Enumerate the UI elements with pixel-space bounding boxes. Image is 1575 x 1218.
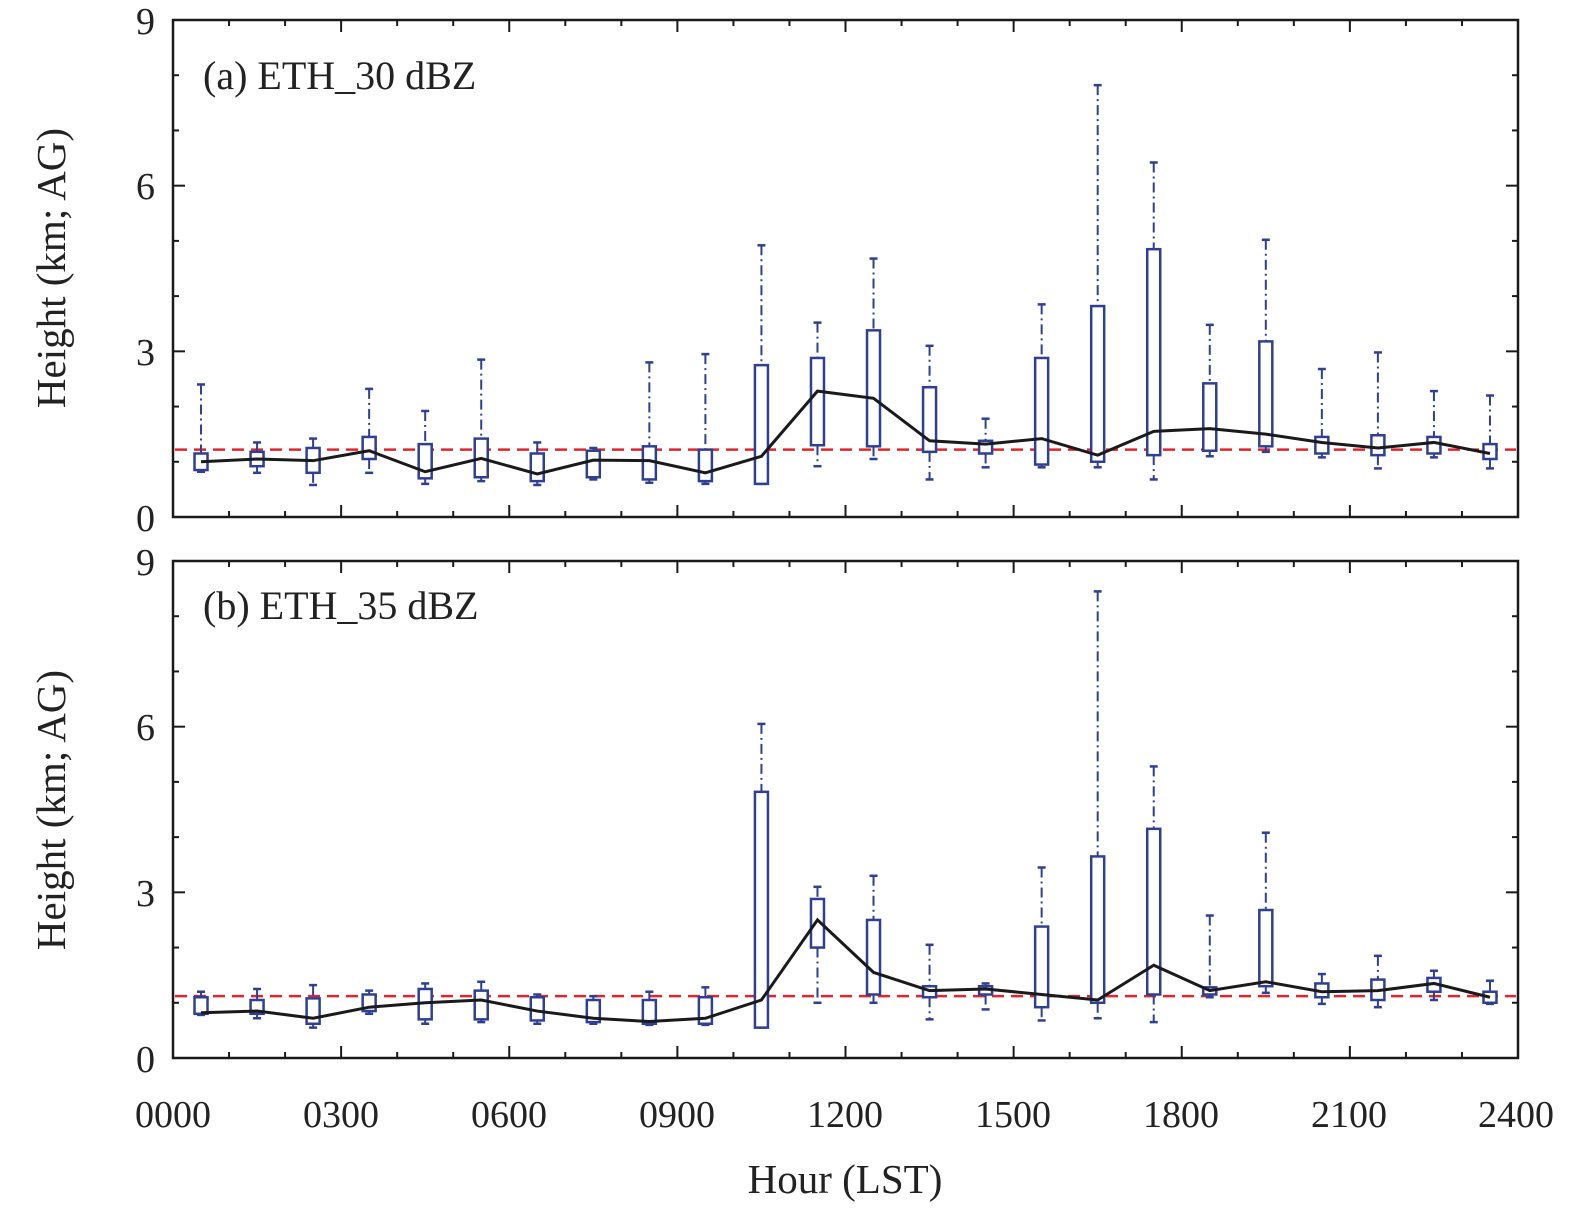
panel-a-ytick-label-0: 0 xyxy=(136,498,155,540)
x-tick-label-1800: 1800 xyxy=(1143,1094,1219,1136)
panel-b-box-21 xyxy=(1314,972,1330,1006)
panel-a-box-12 xyxy=(809,321,826,468)
panel-b-iqr-box xyxy=(865,918,882,996)
panel-b-boxes xyxy=(193,590,1498,1029)
x-tick-label-0300: 0300 xyxy=(303,1094,379,1136)
panel-a-iqr-box xyxy=(809,356,826,447)
panel-b-box-9 xyxy=(641,990,658,1027)
panel-a-box-16 xyxy=(1033,303,1050,469)
panel-a-ytick-label-3: 3 xyxy=(136,332,155,374)
panel-a-box-9 xyxy=(641,361,658,485)
panel-b-box-8 xyxy=(585,994,602,1026)
panel-a-box-11 xyxy=(753,244,770,486)
x-tick-label-1500: 1500 xyxy=(975,1094,1051,1136)
panel-b-iqr-box xyxy=(193,996,209,1016)
x-tick-label-0600: 0600 xyxy=(471,1094,547,1136)
x-tick-label-1200: 1200 xyxy=(807,1094,883,1136)
panel-b-box-2 xyxy=(249,987,265,1020)
panel-a-iqr-box xyxy=(1202,382,1218,452)
panel-a-iqr-box xyxy=(1145,247,1162,457)
panel-a-box-14 xyxy=(921,344,938,481)
panel-a-box-24 xyxy=(1482,394,1498,470)
panel-a-iqr-box xyxy=(585,449,602,479)
panel-b-box-12 xyxy=(809,885,826,1005)
panel-a-iqr-box xyxy=(1089,304,1106,464)
panel-a-iqr-box xyxy=(361,435,377,461)
panel-a-iqr-box xyxy=(1033,356,1050,466)
panel-b-iqr-box xyxy=(809,897,826,949)
x-tick-label-0000: 0000 xyxy=(135,1094,211,1136)
panel-b-box-6 xyxy=(473,980,489,1024)
panel-a-ytick-label-9: 9 xyxy=(136,1,155,43)
x-tick-label-2100: 2100 xyxy=(1311,1094,1387,1136)
panel-a-iqr-box xyxy=(697,448,714,483)
x-axis-tick-labels: 0000 0300 0600 0900 1200 1500 1800 2100 … xyxy=(135,1094,1554,1136)
panel-a-iqr-box xyxy=(753,363,770,486)
panel-a-iqr-box xyxy=(1370,434,1386,457)
panel-b-box-18 xyxy=(1145,765,1162,1024)
panel-a-y-axis-label: Height (km; AG) xyxy=(28,128,74,408)
panel-b-ytick-label-0: 0 xyxy=(136,1039,155,1081)
panel-b-box-20 xyxy=(1258,831,1274,995)
panel-b-box-13 xyxy=(865,874,882,1005)
panel-a-box-10 xyxy=(697,352,714,486)
panel-a-iqr-box xyxy=(1426,435,1442,455)
panel-b-ytick-label-9: 9 xyxy=(136,542,155,584)
panel-b-iqr-box xyxy=(1258,908,1274,988)
panel-b-iqr-box xyxy=(753,790,770,1029)
panel-a-box-17 xyxy=(1089,83,1106,469)
panel-b-iqr-box xyxy=(1089,855,1106,1005)
panel-b-y-axis-label: Height (km; AG) xyxy=(28,670,74,950)
panel-b-box-24 xyxy=(1482,979,1498,1006)
panel-a-box-4 xyxy=(361,387,377,475)
panel-a-box-8 xyxy=(585,446,602,481)
panel-b-box-11 xyxy=(753,722,770,1029)
panel-a-title: (a) ETH_30 dBZ xyxy=(203,53,476,98)
panel-b-iqr-box xyxy=(641,998,658,1026)
panel-b-box-14 xyxy=(921,943,938,1021)
panel-a-iqr-box xyxy=(865,329,882,448)
panel-a-iqr-box xyxy=(921,385,938,454)
panel-a-boxes xyxy=(193,83,1498,487)
panel-b-iqr-box xyxy=(1145,827,1162,996)
x-tick-label-2400: 2400 xyxy=(1478,1094,1554,1136)
panel-a-median-line xyxy=(200,389,1491,476)
panel-b-iqr-box xyxy=(1033,925,1050,1009)
x-axis-label: Hour (LST) xyxy=(748,1156,943,1202)
panel-b-ytick-label-3: 3 xyxy=(136,873,155,915)
panel-a-iqr-box xyxy=(1314,435,1330,455)
panel-a-ticks xyxy=(172,19,1519,518)
panel-a-box-18 xyxy=(1145,161,1162,481)
panel-a-box-23 xyxy=(1426,389,1442,459)
panel-a-box-13 xyxy=(865,257,882,461)
panel-a-box-19 xyxy=(1202,323,1218,458)
panel-b-ticks xyxy=(172,560,1519,1059)
panel-a: (a) ETH_30 dBZ 0 3 6 9 Height (km; AG) xyxy=(28,1,1520,540)
panel-a-iqr-box xyxy=(1258,340,1274,448)
panel-b-box-16 xyxy=(1033,866,1050,1022)
panel-a-box-22 xyxy=(1370,351,1386,470)
panel-b-iqr-box xyxy=(305,997,321,1026)
panel-b: (b) ETH_35 dBZ 0 3 6 9 Height (km; AG) xyxy=(28,542,1520,1081)
panel-a-box-6 xyxy=(473,358,489,483)
panel-a-ytick-label-6: 6 xyxy=(136,166,155,208)
panel-b-box-3 xyxy=(305,983,321,1029)
panel-b-iqr-box xyxy=(473,989,489,1021)
x-tick-label-0900: 0900 xyxy=(639,1094,715,1136)
panel-b-box-22 xyxy=(1370,954,1386,1009)
panel-a-box-1 xyxy=(193,383,209,473)
panel-b-title: (b) ETH_35 dBZ xyxy=(203,583,479,628)
panel-b-box-1 xyxy=(193,990,209,1017)
panel-b-ytick-label-6: 6 xyxy=(136,707,155,749)
panel-b-box-4 xyxy=(361,989,377,1016)
panel-b-box-17 xyxy=(1089,590,1106,1020)
panel-b-box-19 xyxy=(1202,914,1218,999)
panel-b-median-line xyxy=(200,917,1491,1024)
panel-a-iqr-box xyxy=(529,452,546,483)
panel-a-box-20 xyxy=(1258,238,1274,454)
